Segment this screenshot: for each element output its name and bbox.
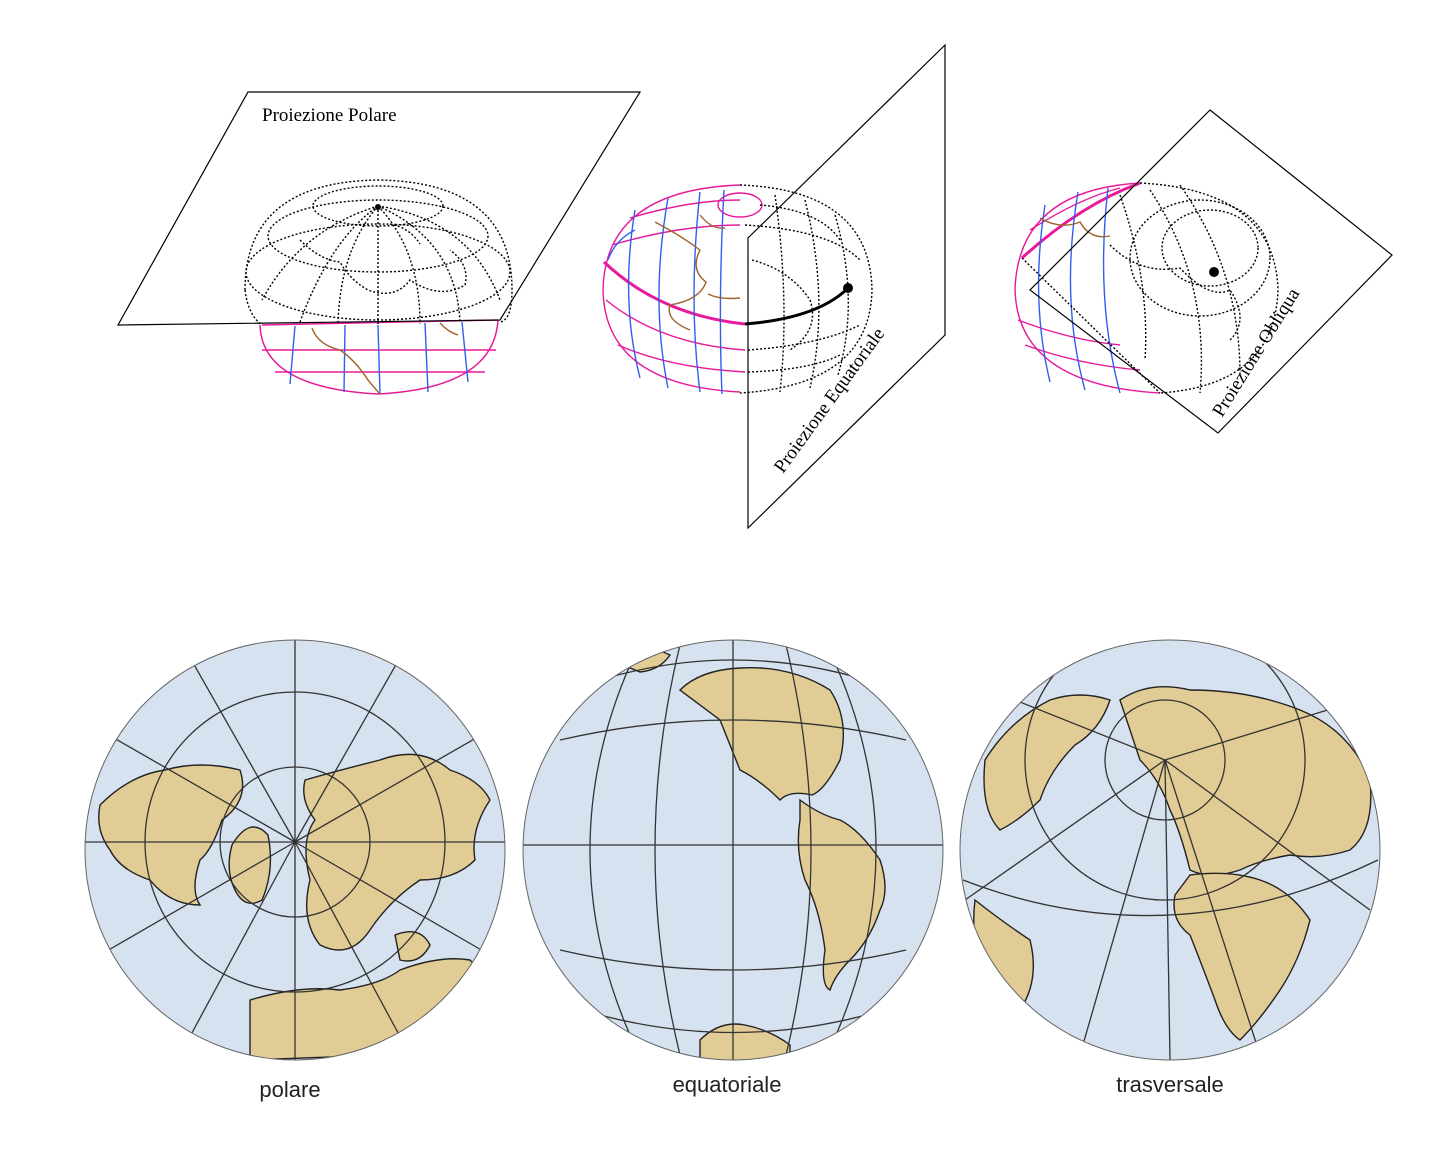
polar-map-graticule [85, 640, 505, 1060]
oblique-projection-figure: Proiezione Obliqua [1014, 109, 1393, 434]
equatorial-map-graticule [523, 640, 943, 1060]
oblique-plane [1029, 109, 1393, 434]
polar-plane-label: Proiezione Polare [262, 105, 397, 126]
equatorial-plane-label: Proiezione Equatoriale [770, 324, 889, 477]
globe-3-left-half [1014, 181, 1161, 394]
polar-map: polare [84, 639, 506, 1102]
transverse-map-land [973, 685, 1372, 1041]
equatorial-projection-figure: Proiezione Equatoriale [602, 43, 946, 530]
transverse-caption: trasversale [1116, 1072, 1224, 1097]
globe-2-left-half [602, 184, 763, 395]
polar-projection-figure: Proiezione Polare [116, 91, 642, 395]
globe-1-lower-half [259, 319, 499, 395]
globe-3-right-dotted [1021, 182, 1279, 394]
globe-2-right-dotted [739, 184, 873, 394]
equatorial-plane [747, 43, 946, 530]
equatorial-map: equatoriale [522, 639, 944, 1097]
globe-1-upper-dotted [244, 179, 513, 326]
oblique-plane-label: Proiezione Obliqua [1208, 284, 1304, 420]
equatorial-caption: equatoriale [673, 1072, 782, 1097]
polar-caption: polare [259, 1077, 320, 1102]
transverse-map-graticule [962, 640, 1379, 1060]
transverse-map: trasversale [959, 639, 1381, 1097]
polar-plane [116, 91, 642, 326]
